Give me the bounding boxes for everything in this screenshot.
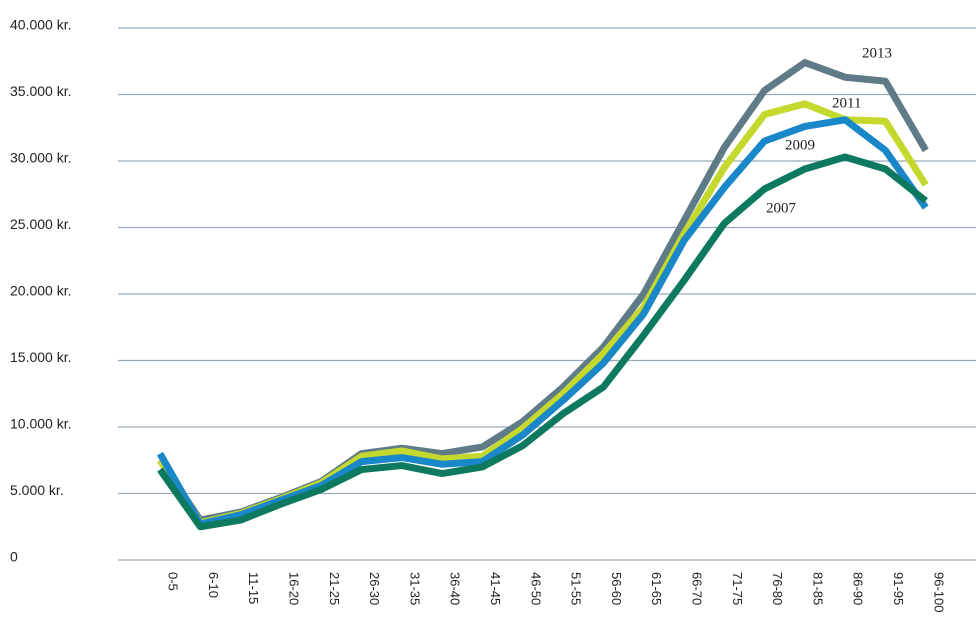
y-tick-label: 35.000 kr.	[10, 83, 72, 99]
x-tick-label: 41-45	[488, 572, 503, 605]
x-tick-label: 56-60	[609, 572, 624, 605]
y-tick-label: 20.000 kr.	[10, 283, 72, 299]
x-tick-label: 11-15	[246, 572, 261, 604]
series-label: 2009	[785, 137, 815, 153]
x-tick-label: 46-50	[528, 572, 543, 605]
x-tick-label: 0-5	[166, 572, 181, 591]
x-tick-label: 81-85	[810, 572, 825, 605]
series-line	[157, 59, 929, 524]
series-label: 2011	[832, 95, 861, 111]
x-tick-label: 21-25	[327, 572, 342, 605]
series-line	[157, 153, 928, 531]
y-tick-label: 30.000 kr.	[10, 150, 72, 166]
series-label: 2013	[862, 45, 892, 61]
x-tick-label: 26-30	[367, 572, 382, 605]
x-tick-label: 76-80	[770, 572, 785, 605]
x-tick-label: 31-35	[407, 572, 422, 605]
y-tick-label: 15.000 kr.	[10, 349, 72, 365]
y-tick-label: 40.000 kr.	[10, 17, 72, 33]
x-tick-label: 86-90	[851, 572, 866, 605]
x-tick-label: 96-100	[931, 572, 946, 612]
y-tick-label: 0	[10, 549, 18, 565]
x-tick-label: 71-75	[730, 572, 745, 605]
y-tick-label: 25.000 kr.	[10, 216, 72, 232]
x-tick-label: 66-70	[689, 572, 704, 605]
x-tick-label: 91-95	[891, 572, 906, 605]
x-tick-label: 36-40	[448, 572, 463, 605]
x-tick-label: 61-65	[649, 572, 664, 605]
x-tick-label: 51-55	[569, 572, 584, 605]
x-tick-label: 6-10	[206, 572, 221, 598]
y-tick-label: 10.000 kr.	[10, 416, 72, 432]
series-line	[156, 116, 929, 528]
y-tick-label: 5.000 kr.	[10, 482, 64, 498]
series-label: 2007	[766, 200, 797, 216]
x-tick-label: 16-20	[286, 572, 301, 605]
